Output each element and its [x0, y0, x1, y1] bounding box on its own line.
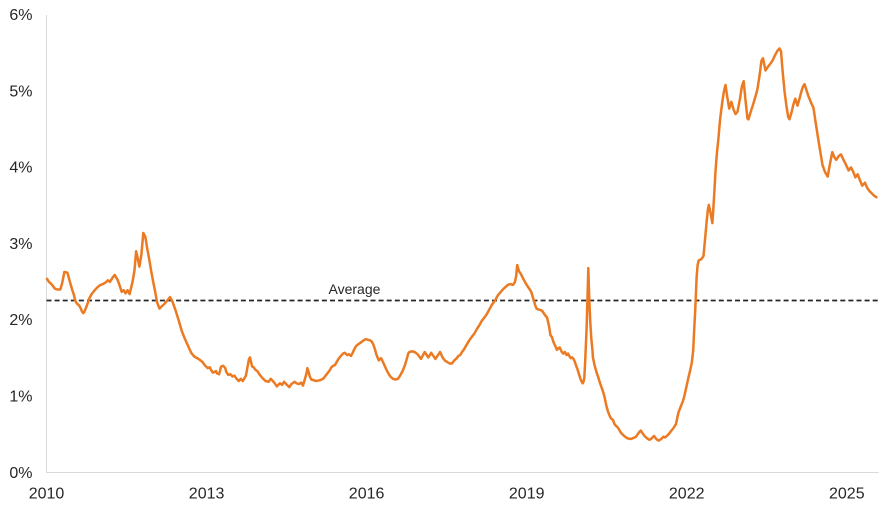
svg-text:0%: 0% [9, 465, 32, 482]
svg-text:5%: 5% [9, 83, 32, 100]
svg-text:2019: 2019 [509, 486, 545, 503]
svg-text:2010: 2010 [29, 486, 65, 503]
svg-text:2025: 2025 [829, 486, 865, 503]
svg-text:4%: 4% [9, 160, 32, 177]
svg-text:6%: 6% [9, 7, 32, 24]
svg-text:1%: 1% [9, 389, 32, 406]
svg-text:2016: 2016 [349, 486, 385, 503]
svg-text:2%: 2% [9, 312, 32, 329]
svg-text:2022: 2022 [669, 486, 705, 503]
svg-text:3%: 3% [9, 236, 32, 253]
svg-text:2013: 2013 [189, 486, 225, 503]
svg-text:Average: Average [329, 281, 381, 297]
